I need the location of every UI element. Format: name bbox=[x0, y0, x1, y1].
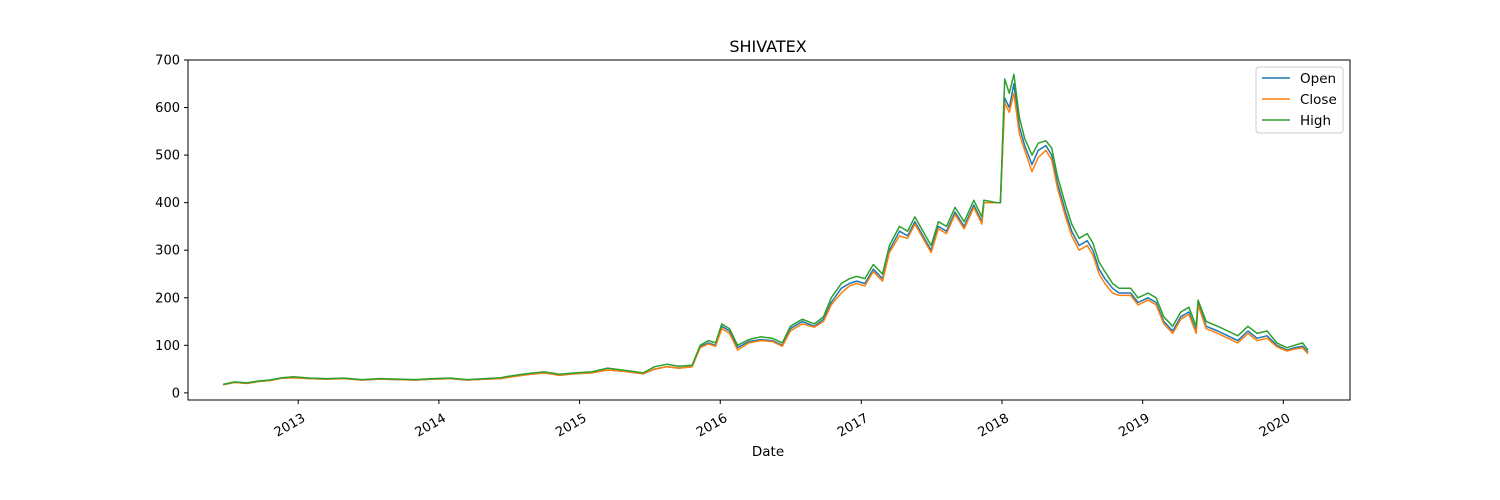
legend-label-open: Open bbox=[1300, 71, 1336, 87]
x-tick-label: 2017 bbox=[835, 411, 871, 441]
x-tick-label: 2016 bbox=[694, 411, 730, 441]
series-line-high bbox=[222, 73, 1309, 386]
x-axis-label: Date bbox=[752, 444, 784, 460]
x-axis: 2013 2014 2015 2016 2017 2018 2019 2020 bbox=[272, 400, 1293, 440]
x-tick-label: 2019 bbox=[1116, 411, 1152, 441]
legend: Open Close High bbox=[1255, 66, 1344, 134]
series-line-close bbox=[222, 92, 1309, 386]
chart-title: SHIVATEX bbox=[729, 37, 806, 56]
y-tick-label: 200 bbox=[155, 291, 180, 306]
series-layer bbox=[222, 73, 1309, 386]
x-tick-label: 2014 bbox=[413, 411, 449, 441]
y-tick-label: 300 bbox=[155, 244, 180, 259]
legend-label-close: Close bbox=[1300, 92, 1337, 108]
y-tick-label: 600 bbox=[155, 101, 180, 116]
x-tick-label: 2018 bbox=[976, 411, 1012, 441]
series-line-open bbox=[222, 83, 1309, 386]
plot-area bbox=[187, 59, 1351, 401]
legend-label-high: High bbox=[1300, 113, 1331, 129]
y-tick-label: 100 bbox=[155, 339, 180, 354]
x-tick-label: 2013 bbox=[272, 411, 308, 441]
y-tick-label: 400 bbox=[155, 196, 180, 211]
x-tick-label: 2020 bbox=[1257, 411, 1293, 441]
y-tick-label: 0 bbox=[172, 386, 180, 401]
x-tick-label: 2015 bbox=[553, 411, 589, 441]
legend-box bbox=[1255, 66, 1344, 134]
y-tick-label: 500 bbox=[155, 149, 180, 164]
y-tick-label: 700 bbox=[155, 54, 180, 69]
y-axis: 0 100 200 300 400 500 600 700 bbox=[155, 54, 188, 401]
